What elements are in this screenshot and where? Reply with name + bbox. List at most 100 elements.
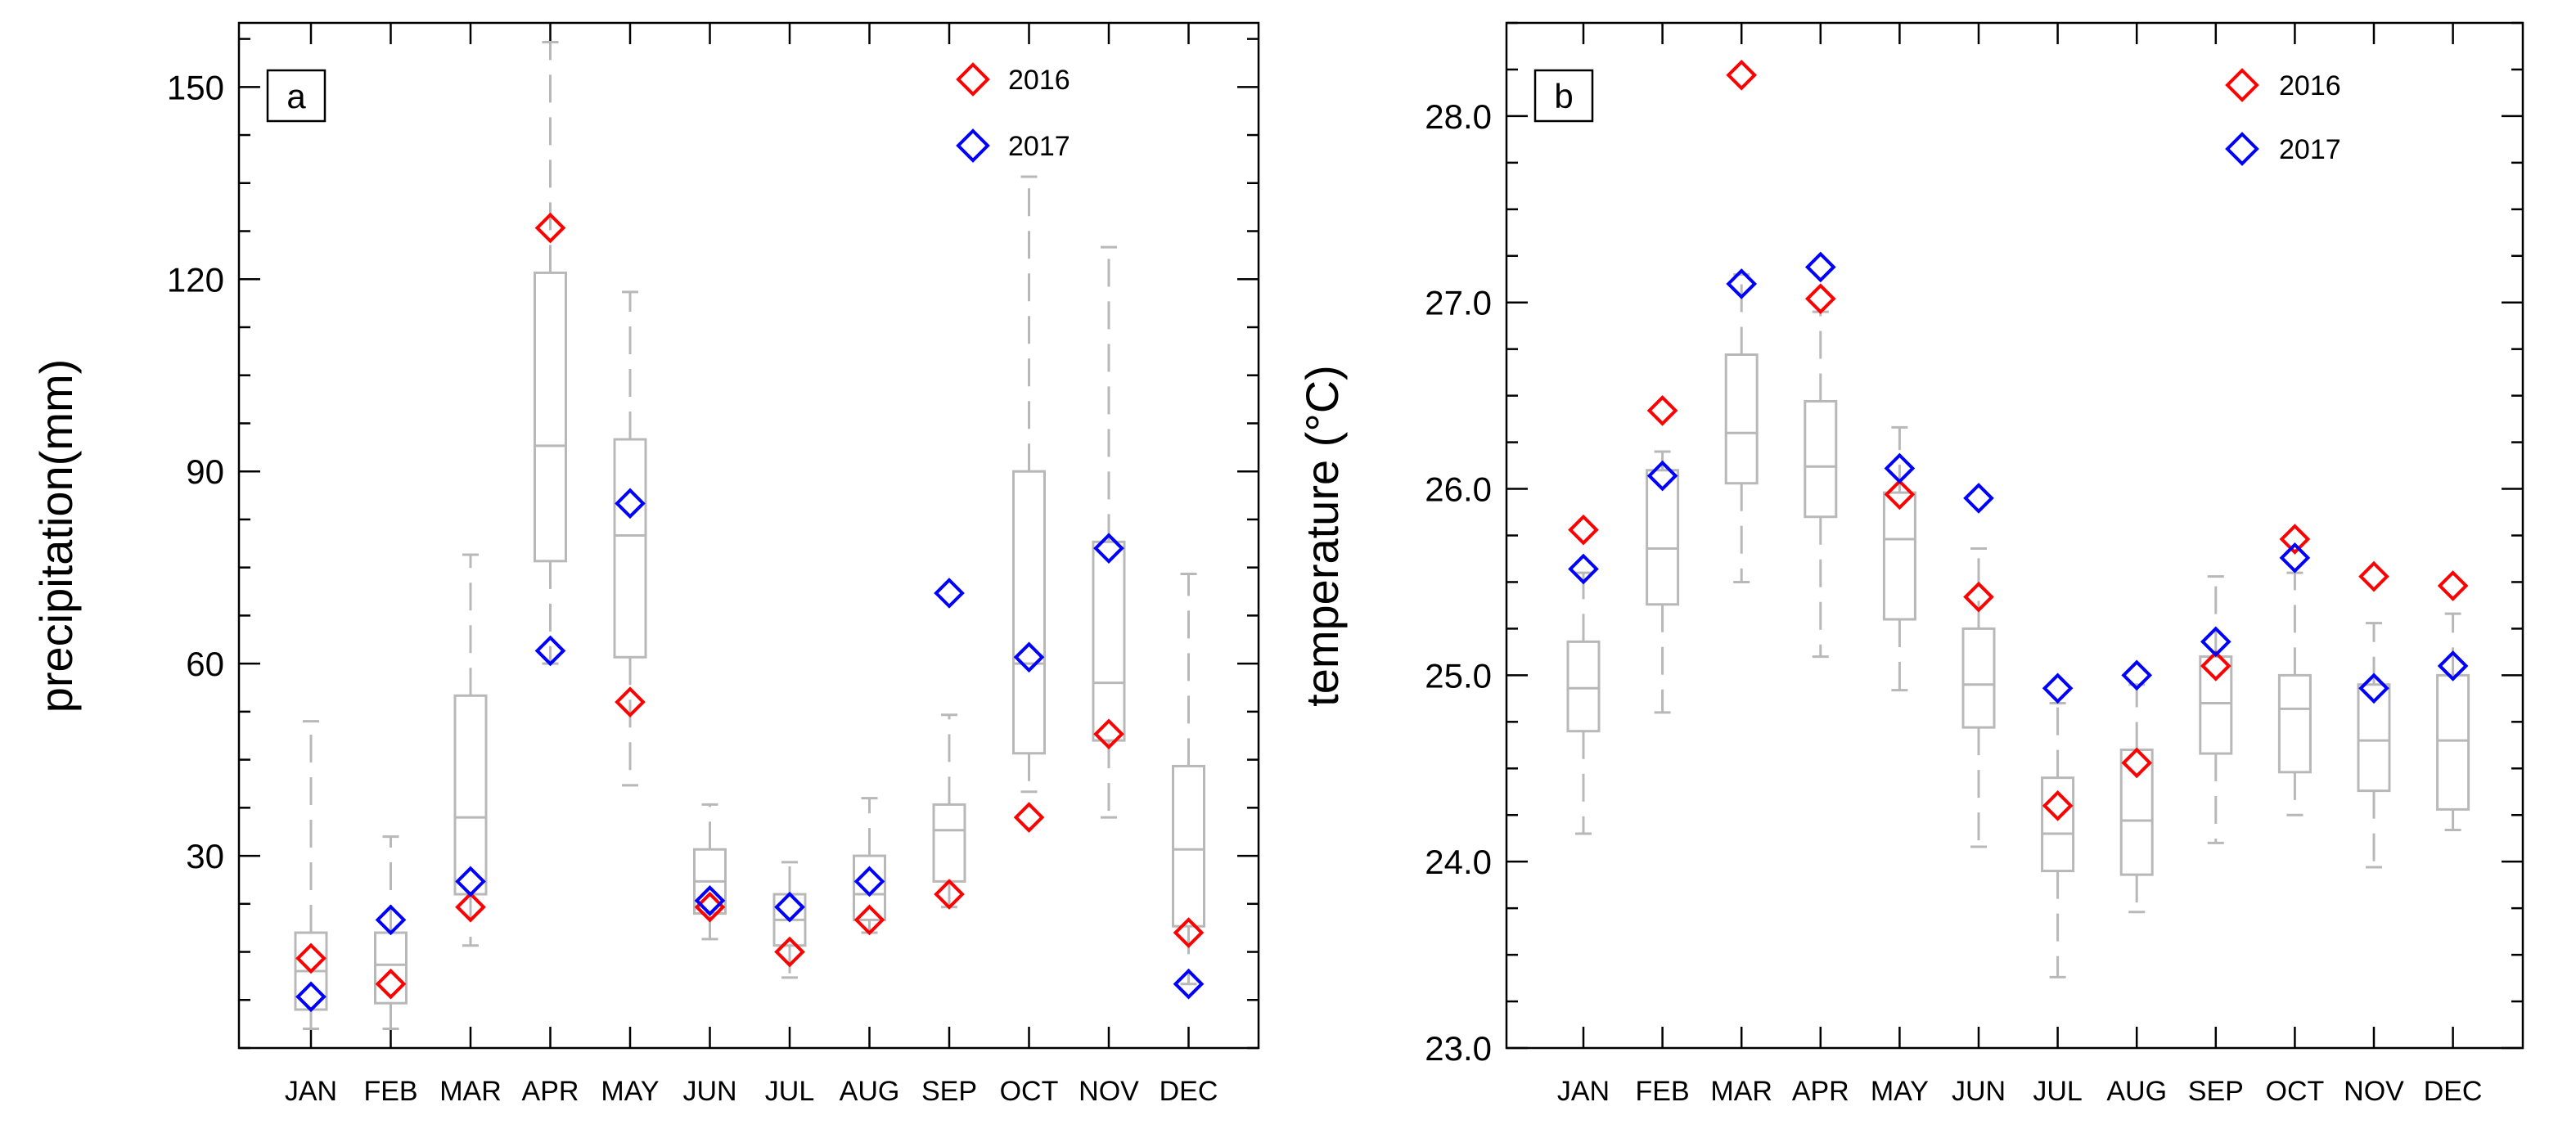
iqr-box — [2357, 683, 2391, 793]
iqr-box — [1012, 470, 1046, 755]
panel-b: 23.0 24.0 25.0 26.0 27.0 28.0 JAN FEB MAR APR MAY J… — [1296, 21, 2524, 1107]
x-tick-label: OCT — [2266, 1076, 2325, 1107]
x-tick-label: DEC — [2424, 1076, 2483, 1107]
marker-2016 — [774, 936, 805, 968]
panel-label: a — [286, 77, 306, 115]
marker-2017 — [853, 866, 885, 897]
marker-2017 — [2200, 626, 2231, 658]
marker-2017 — [1804, 251, 1836, 283]
marker-2017 — [2121, 659, 2153, 691]
legend-label: 2016 — [1008, 65, 1070, 96]
marker-2016 — [2042, 790, 2074, 821]
marker-2016 — [694, 891, 726, 923]
y-tick-label: 30 — [186, 837, 224, 875]
iqr-box — [1961, 627, 1996, 729]
iqr-box — [374, 931, 408, 1005]
legend-marker — [2225, 68, 2259, 102]
marker-2016 — [1173, 917, 1205, 948]
plot-frame — [1505, 21, 2524, 1050]
marker-2016 — [1646, 395, 1678, 426]
legend-marker — [956, 128, 990, 163]
marker-2017 — [295, 981, 327, 1013]
y-tick-label: 23.0 — [1425, 1029, 1492, 1068]
marker-2017 — [2042, 672, 2074, 704]
iqr-box — [2041, 776, 2075, 873]
marker-2017 — [1646, 460, 1678, 492]
x-tick-label: NOV — [1079, 1076, 1139, 1107]
iqr-box — [2199, 655, 2233, 755]
iqr-box — [2436, 673, 2470, 811]
marker-2017 — [615, 488, 646, 520]
iqr-box — [2119, 748, 2154, 876]
x-tick-label: JUL — [765, 1076, 814, 1107]
x-tick-label: JUN — [1952, 1076, 2006, 1107]
y-tick-label: 90 — [186, 452, 224, 491]
marker-2017 — [534, 635, 566, 667]
iqr-box — [453, 694, 488, 896]
x-tick-label: JUN — [682, 1076, 736, 1107]
x-tick-label: AUG — [840, 1076, 900, 1107]
iqr-box — [1646, 469, 1680, 606]
x-tick-label: JAN — [1557, 1076, 1610, 1107]
iqr-box — [1092, 540, 1126, 742]
marker-2016 — [2121, 747, 2153, 779]
panel-label-box — [1533, 69, 1594, 123]
marker-2017 — [1963, 483, 1994, 514]
marker-2016 — [1963, 581, 1994, 613]
marker-2016 — [1568, 514, 1599, 546]
x-tick-label: DEC — [1160, 1076, 1218, 1107]
iqr-box — [1172, 764, 1205, 928]
iqr-box — [1724, 353, 1759, 485]
panel-a: 30 60 90 120 150 JAN FEB MAR APR MAY JUN JUL AUG SEP O… — [30, 21, 1260, 1107]
marker-2016 — [1804, 283, 1836, 314]
iqr-box — [2277, 673, 2312, 774]
marker-2016 — [1093, 718, 1124, 750]
marker-2016 — [934, 879, 965, 910]
marker-2016 — [1884, 479, 1916, 511]
y-axis-label: precipitation(mm) — [30, 359, 82, 713]
x-tick-label: AUG — [2106, 1076, 2167, 1107]
marker-2016 — [1013, 802, 1045, 833]
x-tick-label: FEB — [1636, 1076, 1690, 1107]
iqr-box — [534, 271, 567, 563]
x-tick-label: MAR — [439, 1076, 502, 1107]
marker-2017 — [1173, 968, 1205, 1000]
x-tick-label: MAY — [1871, 1076, 1929, 1107]
y-tick-label: 150 — [167, 68, 224, 106]
marker-2016 — [534, 212, 566, 244]
marker-2017 — [1093, 533, 1124, 564]
panel-label: b — [1554, 77, 1573, 115]
marker-2016 — [2358, 560, 2389, 592]
marker-2017 — [774, 891, 805, 923]
x-tick-label: SEP — [921, 1076, 977, 1107]
marker-2017 — [694, 885, 726, 916]
y-tick-label: 120 — [167, 260, 224, 299]
y-tick-label: 25.0 — [1425, 656, 1492, 695]
y-tick-label: 60 — [186, 645, 224, 683]
y-tick-label: 28.0 — [1425, 97, 1492, 136]
iqr-box — [853, 854, 886, 921]
legend-label: 2017 — [1008, 131, 1070, 162]
marker-2016 — [455, 891, 486, 923]
marker-2016 — [615, 686, 646, 717]
legend-label: 2017 — [2279, 134, 2341, 165]
y-tick-label: 24.0 — [1425, 843, 1492, 881]
panel-label-box — [266, 69, 327, 123]
legend-marker — [2225, 132, 2259, 166]
iqr-box — [613, 438, 647, 659]
marker-2016 — [1726, 59, 1758, 91]
marker-2017 — [2437, 650, 2469, 681]
x-tick-label: MAY — [601, 1076, 659, 1107]
marker-2016 — [375, 968, 407, 1000]
iqr-box — [1566, 640, 1601, 733]
legend-label: 2016 — [2279, 70, 2341, 101]
marker-2017 — [934, 578, 965, 609]
plot-frame — [237, 21, 1260, 1050]
legend-marker — [956, 62, 990, 97]
x-tick-label: APR — [522, 1076, 579, 1107]
x-tick-label: APR — [1792, 1076, 1849, 1107]
marker-2017 — [2279, 542, 2311, 574]
marker-2016 — [2279, 524, 2311, 555]
marker-2017 — [375, 904, 407, 936]
